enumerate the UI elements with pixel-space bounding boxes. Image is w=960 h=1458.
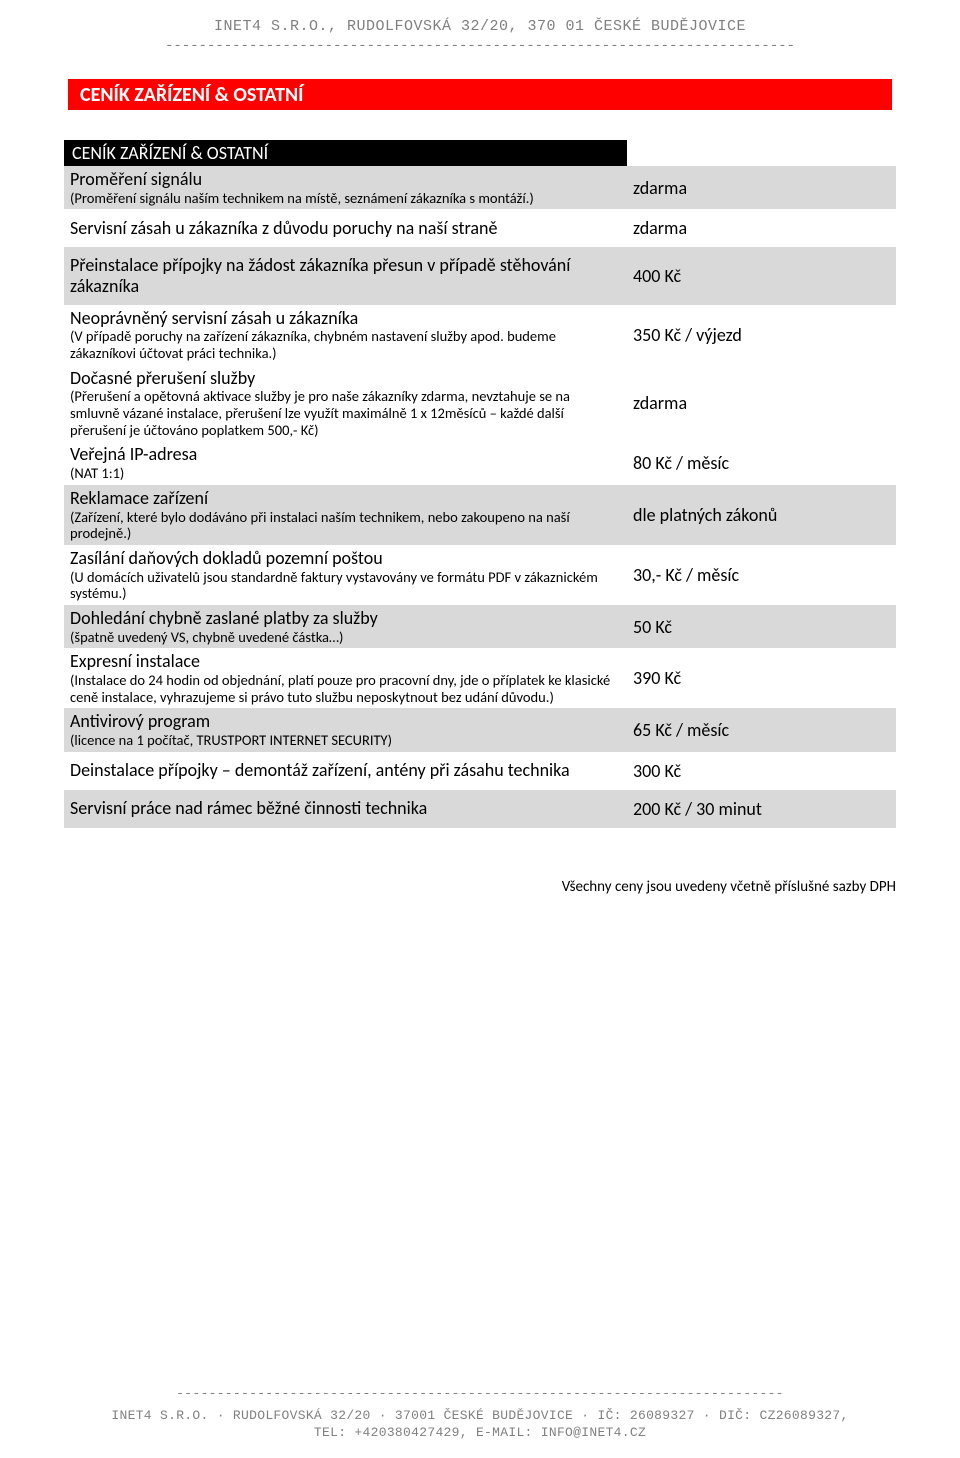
- price-item-subtext: (Zařízení, které bylo dodáváno při insta…: [70, 509, 621, 542]
- price-row-description: Neoprávněný servisní zásah u zákazníka(V…: [64, 305, 627, 365]
- price-row-description: Servisní zásah u zákazníka z důvodu poru…: [64, 209, 627, 247]
- price-item-title: Reklamace zařízení: [70, 488, 621, 509]
- price-row: Dočasné přerušení služby(Přerušení a opě…: [64, 365, 896, 442]
- footer-line-2: TEL: +420380427429, E-MAIL: INFO@INET4.C…: [64, 1424, 896, 1442]
- price-item-value: 200 Kč / 30 minut: [627, 790, 896, 828]
- price-item-value: zdarma: [627, 209, 896, 247]
- price-item-value: dle platných zákonů: [627, 485, 896, 545]
- price-row: Zasílání daňových dokladů pozemní poštou…: [64, 545, 896, 605]
- page-footer: ----------------------------------------…: [64, 1385, 896, 1442]
- price-item-title: Neoprávněný servisní zásah u zákazníka: [70, 308, 621, 329]
- price-row-description: Dočasné přerušení služby(Přerušení a opě…: [64, 365, 627, 442]
- price-row-description: Zasílání daňových dokladů pozemní poštou…: [64, 545, 627, 605]
- price-item-value: 350 Kč / výjezd: [627, 305, 896, 365]
- price-item-subtext: (Proměření signálu naším technikem na mí…: [70, 190, 621, 207]
- price-row: Servisní zásah u zákazníka z důvodu poru…: [64, 209, 896, 247]
- price-item-subtext: (NAT 1:1): [70, 465, 621, 482]
- price-item-subtext: (V případě poruchy na zařízení zákazníka…: [70, 328, 621, 361]
- price-item-title: Přeinstalace přípojky na žádost zákazník…: [70, 255, 621, 296]
- price-item-title: Deinstalace přípojky – demontáž zařízení…: [70, 760, 621, 781]
- price-item-subtext: (špatně uvedený VS, chybně uvedené částk…: [70, 629, 621, 646]
- price-row-description: Veřejná IP-adresa(NAT 1:1): [64, 441, 627, 484]
- price-item-title: Veřejná IP-adresa: [70, 444, 621, 465]
- price-row: Servisní práce nad rámec běžné činnosti …: [64, 790, 896, 828]
- price-item-subtext: (licence na 1 počítač, TRUSTPORT INTERNE…: [70, 732, 621, 749]
- header-dash-line: ----------------------------------------…: [64, 39, 896, 53]
- footer-dash-line: ----------------------------------------…: [64, 1385, 896, 1403]
- price-item-title: Servisní práce nad rámec běžné činnosti …: [70, 798, 621, 819]
- page: INET4 S.R.O., RUDOLFOVSKÁ 32/20, 370 01 …: [0, 0, 960, 1458]
- price-item-title: Expresní instalace: [70, 651, 621, 672]
- price-item-title: Zasílání daňových dokladů pozemní poštou: [70, 548, 621, 569]
- footer-line-1: INET4 S.R.O. · RUDOLFOVSKÁ 32/20 · 37001…: [64, 1407, 896, 1425]
- price-row: Proměření signálu(Proměření signálu naší…: [64, 166, 896, 209]
- header-company-line: INET4 S.R.O., RUDOLFOVSKÁ 32/20, 370 01 …: [64, 18, 896, 35]
- price-item-subtext: (Přerušení a opětovná aktivace služby je…: [70, 388, 621, 438]
- price-item-value: 65 Kč / měsíc: [627, 708, 896, 751]
- price-item-subtext: (U domácích uživatelů jsou standardně fa…: [70, 569, 621, 602]
- price-row: Přeinstalace přípojky na žádost zákazník…: [64, 247, 896, 304]
- price-item-title: Dočasné přerušení služby: [70, 368, 621, 389]
- price-item-title: Proměření signálu: [70, 169, 621, 190]
- price-row: Neoprávněný servisní zásah u zákazníka(V…: [64, 305, 896, 365]
- price-item-value: 300 Kč: [627, 752, 896, 790]
- price-table: Proměření signálu(Proměření signálu naší…: [64, 166, 896, 828]
- price-row-description: Deinstalace přípojky – demontáž zařízení…: [64, 752, 627, 790]
- price-row-description: Servisní práce nad rámec běžné činnosti …: [64, 790, 627, 828]
- price-item-value: 390 Kč: [627, 648, 896, 708]
- price-row: Reklamace zařízení(Zařízení, které bylo …: [64, 485, 896, 545]
- price-item-value: 30,- Kč / měsíc: [627, 545, 896, 605]
- price-row-description: Expresní instalace(Instalace do 24 hodin…: [64, 648, 627, 708]
- price-item-subtext: (Instalace do 24 hodin od objednání, pla…: [70, 672, 621, 705]
- price-item-value: 80 Kč / měsíc: [627, 441, 896, 484]
- price-row: Dohledání chybně zaslané platby za služb…: [64, 605, 896, 648]
- price-row: Expresní instalace(Instalace do 24 hodin…: [64, 648, 896, 708]
- price-row: Veřejná IP-adresa(NAT 1:1)80 Kč / měsíc: [64, 441, 896, 484]
- price-row: Antivirový program(licence na 1 počítač,…: [64, 708, 896, 751]
- price-item-title: Dohledání chybně zaslané platby za služb…: [70, 608, 621, 629]
- section-black-title: CENÍK ZAŘÍZENÍ & OSTATNÍ: [72, 142, 268, 164]
- price-row-description: Dohledání chybně zaslané platby za služb…: [64, 605, 627, 648]
- price-row-description: Přeinstalace přípojky na žádost zákazník…: [64, 247, 627, 304]
- price-row-description: Antivirový program(licence na 1 počítač,…: [64, 708, 627, 751]
- price-row-description: Proměření signálu(Proměření signálu naší…: [64, 166, 627, 209]
- price-row: Deinstalace přípojky – demontáž zařízení…: [64, 752, 896, 790]
- section-red-title: CENÍK ZAŘÍZENÍ & OSTATNÍ: [68, 83, 303, 107]
- price-item-value: 400 Kč: [627, 247, 896, 304]
- price-item-value: zdarma: [627, 365, 896, 442]
- price-item-title: Servisní zásah u zákazníka z důvodu poru…: [70, 218, 621, 239]
- price-item-title: Antivirový program: [70, 711, 621, 732]
- section-red-bar: CENÍK ZAŘÍZENÍ & OSTATNÍ: [68, 79, 892, 110]
- section-black-bar: CENÍK ZAŘÍZENÍ & OSTATNÍ: [64, 140, 627, 166]
- price-item-value: 50 Kč: [627, 605, 896, 648]
- price-row-description: Reklamace zařízení(Zařízení, které bylo …: [64, 485, 627, 545]
- vat-footnote: Všechny ceny jsou uvedeny včetně přísluš…: [64, 878, 896, 896]
- price-item-value: zdarma: [627, 166, 896, 209]
